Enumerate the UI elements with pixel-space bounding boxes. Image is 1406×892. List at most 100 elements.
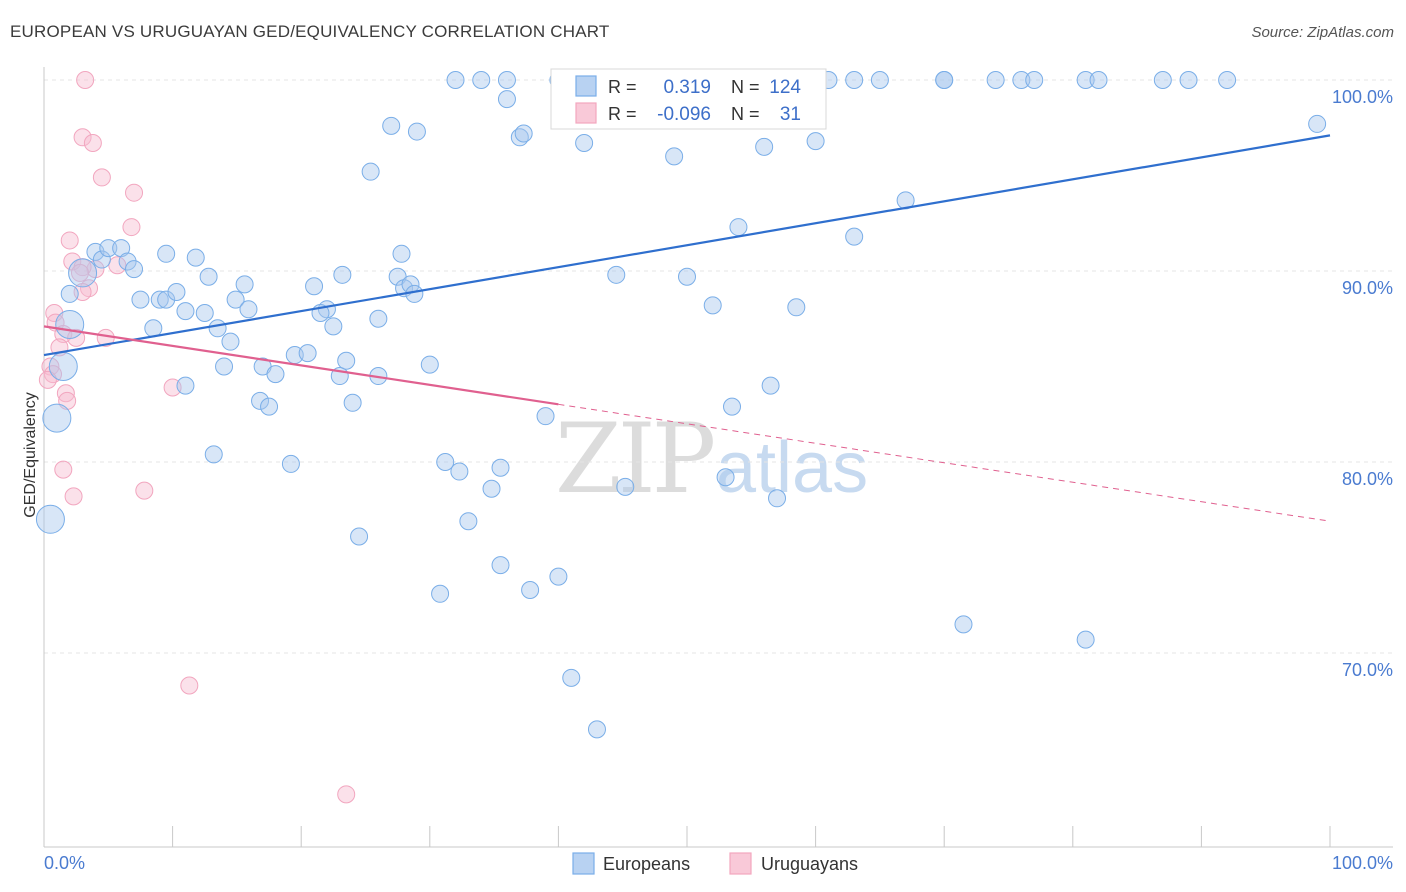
data-point (405, 284, 424, 303)
data-point (716, 468, 735, 487)
data-point (35, 504, 65, 534)
data-point (497, 71, 516, 89)
y-tick-label: 70.0% (1342, 660, 1393, 680)
data-point (1218, 71, 1237, 89)
data-point (226, 290, 245, 309)
data-point (436, 453, 455, 471)
data-point (60, 284, 79, 303)
data-point (446, 71, 465, 89)
data-point (723, 397, 742, 416)
stats-legend: R = 0.319 N = 124 R = -0.096 N = 31 (550, 68, 827, 130)
x-axis-ticks (43, 826, 1331, 847)
data-point (122, 218, 141, 237)
data-point (1089, 71, 1108, 89)
data-point (305, 277, 324, 296)
data-point (45, 304, 64, 323)
data-point (99, 239, 118, 258)
stats-swatch-uruguayans (575, 102, 597, 124)
data-point (392, 244, 411, 263)
data-point (729, 218, 748, 237)
data-point (549, 567, 568, 586)
data-point (459, 512, 478, 531)
data-point (56, 384, 75, 403)
data-point (167, 283, 186, 302)
stats-n-value-uruguayans: 31 (780, 104, 801, 125)
legend-label-uruguayans: Uruguayans (761, 854, 858, 874)
data-point (68, 258, 98, 288)
data-point (180, 676, 199, 695)
data-point (64, 487, 83, 506)
legend-swatch-uruguayans (729, 852, 752, 875)
data-point (125, 183, 144, 202)
data-point (260, 397, 279, 416)
data-point (150, 290, 169, 309)
data-point (935, 71, 954, 89)
stats-n-label-europeans: N = (731, 77, 760, 97)
data-point (703, 296, 722, 315)
data-point (521, 580, 540, 599)
data-point (92, 168, 111, 187)
data-point (60, 231, 79, 250)
watermark-atlas: atlas (716, 428, 868, 508)
data-point (1308, 114, 1327, 133)
data-point (42, 403, 72, 433)
grid-lines (44, 79, 1393, 654)
data-point (266, 365, 285, 384)
data-point (431, 584, 450, 603)
data-point (870, 71, 889, 89)
data-point (665, 147, 684, 166)
stats-swatch-europeans (575, 75, 597, 97)
data-point (44, 365, 63, 384)
data-point (48, 352, 78, 381)
data-point (420, 355, 439, 374)
data-point (787, 298, 806, 317)
data-point (157, 244, 176, 263)
data-point (845, 71, 864, 89)
data-point (514, 124, 533, 143)
data-point (472, 71, 491, 89)
data-point (755, 137, 774, 156)
y-axis-label: GED/Equivalency (22, 392, 39, 517)
data-point (76, 71, 95, 89)
data-point (768, 489, 787, 508)
data-point (337, 785, 356, 804)
stats-legend-box (550, 68, 827, 130)
data-point (54, 460, 73, 479)
data-point (186, 248, 205, 267)
data-point (55, 309, 85, 339)
stats-r-value-europeans: 0.319 (663, 77, 711, 98)
data-point (83, 134, 102, 153)
data-point (575, 134, 594, 153)
y-axis-tick-labels: 100.0% 90.0% 80.0% 70.0% (1332, 87, 1393, 680)
data-point (407, 122, 426, 141)
data-point (536, 407, 555, 426)
x-tick-label-min: 0.0% (44, 853, 85, 873)
data-point (1153, 71, 1172, 89)
data-point (215, 357, 234, 376)
series-uruguayans (38, 71, 356, 804)
y-tick-label: 90.0% (1342, 278, 1393, 298)
data-point (482, 479, 501, 498)
chart-title: EUROPEAN VS URUGUAYAN GED/EQUIVALENCY CO… (10, 22, 610, 41)
legend-swatch-europeans (572, 852, 595, 875)
trend-line-uruguayans (43, 325, 559, 406)
data-point (1025, 71, 1044, 89)
data-point (131, 290, 150, 309)
watermark: ZIP atlas (555, 403, 868, 515)
data-point (199, 267, 218, 286)
data-point (382, 116, 401, 135)
data-point (678, 267, 696, 286)
data-point (450, 462, 469, 481)
stats-r-label-europeans: R = (608, 77, 637, 97)
data-point (176, 302, 195, 321)
data-point (195, 304, 214, 323)
trend-line-uruguayans-extension (558, 403, 1331, 522)
watermark-zip: ZIP (555, 403, 714, 515)
data-point (221, 332, 240, 351)
data-point (239, 300, 258, 319)
data-point (125, 260, 144, 279)
data-point (92, 250, 111, 269)
data-point (562, 668, 581, 687)
data-point (986, 71, 1005, 89)
